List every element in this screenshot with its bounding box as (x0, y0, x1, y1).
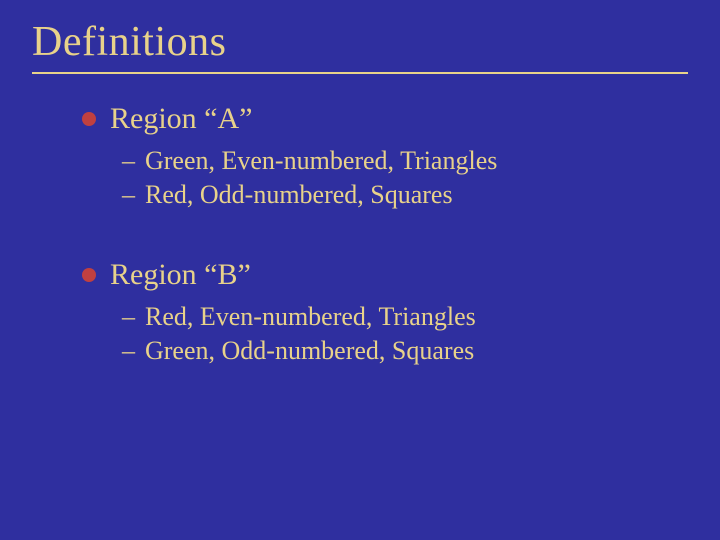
slide: Definitions Region “A” – Green, Even-num… (0, 0, 720, 540)
dash-icon: – (122, 180, 135, 210)
dash-icon: – (122, 146, 135, 176)
bullet-icon (82, 268, 96, 282)
list-item: – Green, Even-numbered, Triangles (122, 146, 688, 176)
bullet-group: Region “A” – Green, Even-numbered, Trian… (82, 102, 688, 210)
dash-icon: – (122, 302, 135, 332)
list-item: – Red, Odd-numbered, Squares (122, 180, 688, 210)
sub-bullet-text: Green, Odd-numbered, Squares (145, 336, 474, 366)
sub-bullet-text: Red, Even-numbered, Triangles (145, 302, 476, 332)
list-item: Region “A” (82, 102, 688, 136)
sub-bullet-text: Red, Odd-numbered, Squares (145, 180, 453, 210)
bullet-icon (82, 112, 96, 126)
bullet-heading: Region “B” (110, 258, 251, 292)
list-item: – Red, Even-numbered, Triangles (122, 302, 688, 332)
sub-list: – Red, Even-numbered, Triangles – Green,… (82, 302, 688, 366)
list-item: – Green, Odd-numbered, Squares (122, 336, 688, 366)
bullet-group: Region “B” – Red, Even-numbered, Triangl… (82, 258, 688, 366)
bullet-heading: Region “A” (110, 102, 252, 136)
slide-title: Definitions (32, 18, 688, 74)
list-item: Region “B” (82, 258, 688, 292)
sub-list: – Green, Even-numbered, Triangles – Red,… (82, 146, 688, 210)
dash-icon: – (122, 336, 135, 366)
sub-bullet-text: Green, Even-numbered, Triangles (145, 146, 497, 176)
slide-content: Region “A” – Green, Even-numbered, Trian… (32, 102, 688, 366)
